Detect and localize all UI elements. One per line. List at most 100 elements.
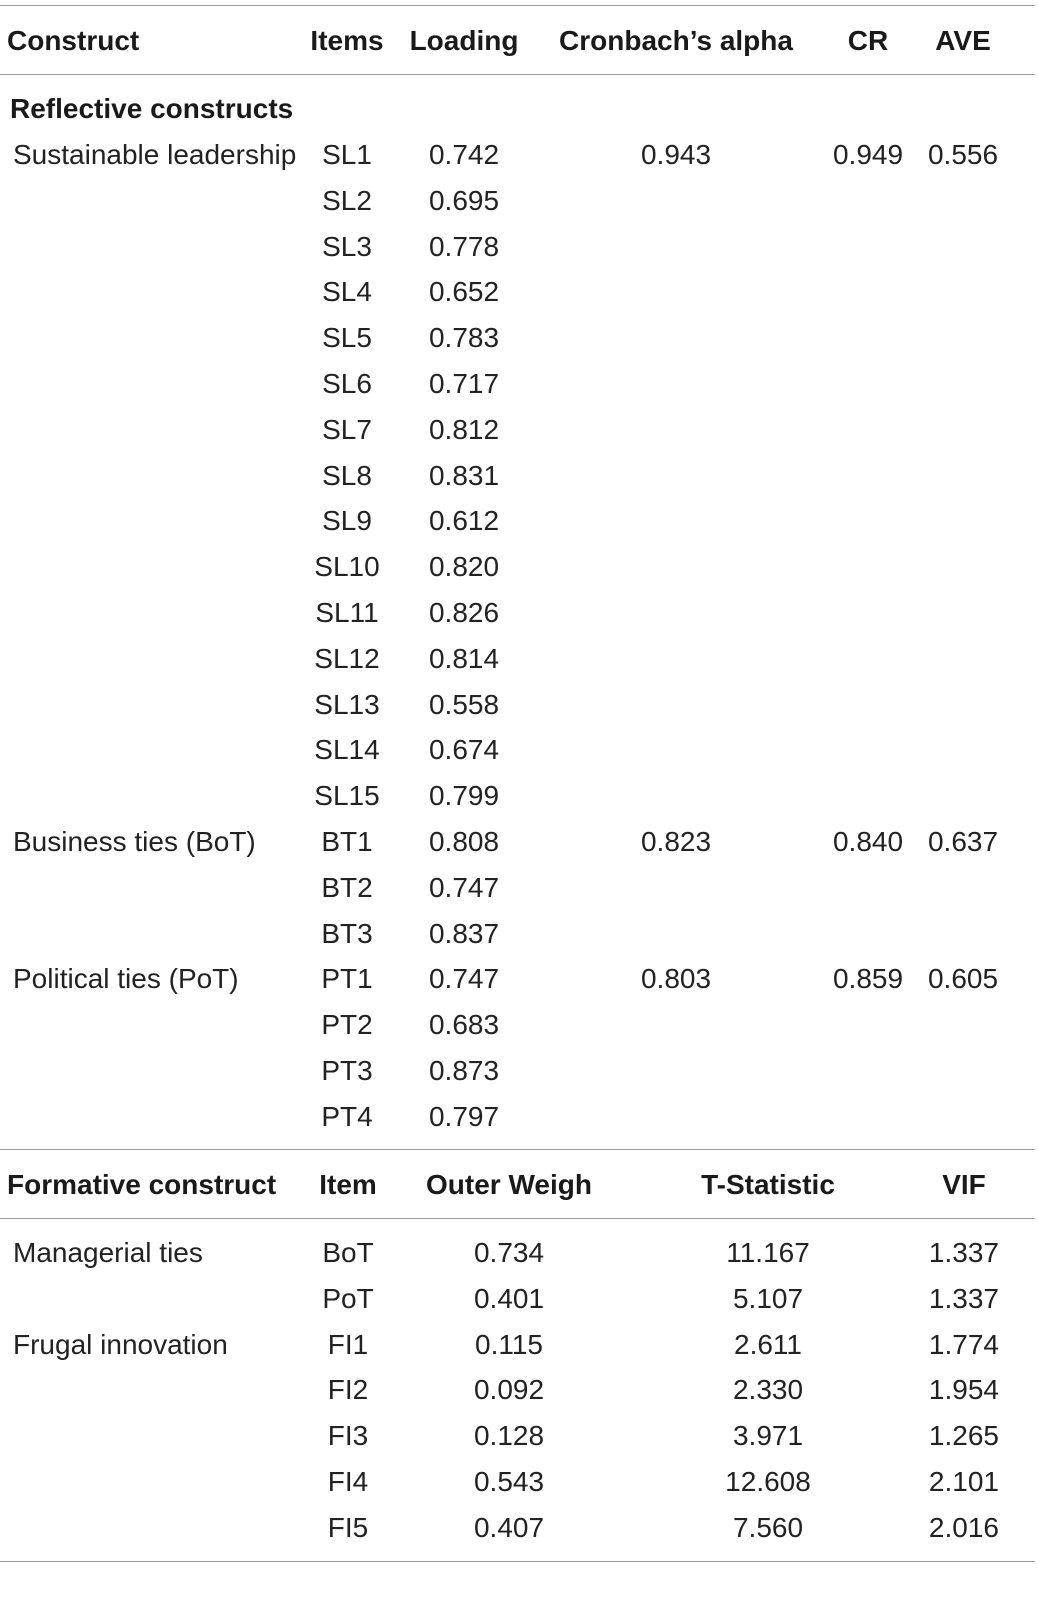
loading-value: 0.837 xyxy=(428,918,500,949)
item-code: SL14 xyxy=(314,734,380,765)
construct-name: Business ties (BoT) xyxy=(13,826,256,857)
loading-value: 0.652 xyxy=(428,276,500,307)
item-code: SL12 xyxy=(314,643,380,674)
loading-value: 0.778 xyxy=(428,231,500,262)
loading-value: 0.797 xyxy=(428,1101,500,1132)
item-code: SL5 xyxy=(322,322,372,353)
loading-value: 0.799 xyxy=(428,780,500,811)
col-header-cr: CR xyxy=(847,25,889,56)
formative-construct-name: Frugal innovation xyxy=(13,1329,228,1360)
col-header-cronbach-alpha: Cronbach’s alpha xyxy=(559,25,793,56)
t-statistic-value: 3.971 xyxy=(732,1420,804,1451)
vif-value: 1.337 xyxy=(928,1283,999,1314)
loading-value: 0.695 xyxy=(428,185,500,216)
loading-value: 0.717 xyxy=(428,368,500,399)
loading-value: 0.747 xyxy=(428,963,500,994)
item-code: SL4 xyxy=(322,276,372,307)
outer-weight-value: 0.128 xyxy=(473,1420,545,1451)
item-code: SL2 xyxy=(322,185,372,216)
col-header-formative-construct: Formative construct xyxy=(7,1169,277,1200)
formative-item-code: FI2 xyxy=(327,1374,369,1405)
ave-value: 0.605 xyxy=(927,963,999,994)
loading-value: 0.831 xyxy=(428,460,500,491)
item-code: BT1 xyxy=(321,826,373,857)
section-divider-rule xyxy=(0,1149,1035,1150)
loading-value: 0.612 xyxy=(428,505,500,536)
cronbach-alpha-value: 0.823 xyxy=(640,826,712,857)
loading-value: 0.812 xyxy=(428,414,500,445)
t-statistic-value: 2.330 xyxy=(732,1374,804,1405)
loading-value: 0.808 xyxy=(428,826,500,857)
vif-value: 2.016 xyxy=(928,1512,999,1543)
item-code: SL13 xyxy=(314,689,380,720)
t-statistic-value: 11.167 xyxy=(726,1237,810,1268)
item-code: SL9 xyxy=(322,505,372,536)
outer-weight-value: 0.734 xyxy=(473,1237,545,1268)
loading-value: 0.674 xyxy=(428,734,500,765)
item-code: PT4 xyxy=(321,1101,373,1132)
item-code: SL10 xyxy=(314,551,380,582)
col-header-loading: Loading xyxy=(409,25,519,56)
cronbach-alpha-value: 0.943 xyxy=(640,139,712,170)
item-code: SL1 xyxy=(322,139,372,170)
item-code: PT3 xyxy=(321,1055,373,1086)
construct-name: Sustainable leadership xyxy=(13,139,297,170)
formative-header-rule xyxy=(0,1218,1035,1219)
formative-item-code: FI5 xyxy=(327,1512,369,1543)
item-code: PT1 xyxy=(321,963,373,994)
vif-value: 1.337 xyxy=(928,1237,999,1268)
loading-value: 0.558 xyxy=(428,689,500,720)
col-header-items: Items xyxy=(310,25,384,56)
outer-weight-value: 0.115 xyxy=(475,1329,543,1360)
item-code: SL7 xyxy=(322,414,372,445)
loading-value: 0.820 xyxy=(428,551,500,582)
item-code: SL11 xyxy=(315,597,379,628)
ave-value: 0.637 xyxy=(927,826,999,857)
formative-construct-name: Managerial ties xyxy=(13,1237,203,1268)
col-header-item: Item xyxy=(319,1169,377,1200)
loading-value: 0.814 xyxy=(428,643,500,674)
table-bottom-rule xyxy=(0,1561,1035,1562)
t-statistic-value: 7.560 xyxy=(732,1512,804,1543)
item-code: BT2 xyxy=(321,872,373,903)
t-statistic-value: 2.611 xyxy=(734,1329,802,1360)
section-title-reflective: Reflective constructs xyxy=(10,93,294,124)
cronbach-alpha-value: 0.803 xyxy=(640,963,712,994)
col-header-ave: AVE xyxy=(935,25,991,56)
formative-item-code: FI3 xyxy=(327,1420,369,1451)
construct-name: Political ties (PoT) xyxy=(13,963,239,994)
loading-value: 0.783 xyxy=(428,322,500,353)
t-statistic-value: 12.608 xyxy=(725,1466,811,1497)
item-code: SL3 xyxy=(322,231,372,262)
loading-value: 0.826 xyxy=(428,597,500,628)
formative-item-code: FI4 xyxy=(327,1466,369,1497)
cr-value: 0.840 xyxy=(832,826,904,857)
t-statistic-value: 5.107 xyxy=(732,1283,804,1314)
header-rule xyxy=(0,74,1035,75)
item-code: SL6 xyxy=(322,368,372,399)
outer-weight-value: 0.543 xyxy=(473,1466,545,1497)
vif-value: 1.954 xyxy=(928,1374,999,1405)
item-code: SL8 xyxy=(322,460,372,491)
ave-value: 0.556 xyxy=(927,139,999,170)
cr-value: 0.949 xyxy=(832,139,904,170)
loading-value: 0.747 xyxy=(428,872,500,903)
formative-item-code: FI1 xyxy=(327,1329,369,1360)
outer-weight-value: 0.407 xyxy=(473,1512,545,1543)
loading-value: 0.683 xyxy=(428,1009,500,1040)
col-header-vif: VIF xyxy=(942,1169,986,1200)
col-header-construct: Construct xyxy=(7,25,140,56)
col-header-t-statistic: T-Statistic xyxy=(701,1169,835,1200)
outer-weight-value: 0.401 xyxy=(473,1283,545,1314)
col-header-outer-weight: Outer Weigh xyxy=(426,1169,592,1200)
vif-value: 1.774 xyxy=(928,1329,999,1360)
item-code: SL15 xyxy=(314,780,380,811)
formative-item-code: BoT xyxy=(322,1237,374,1268)
loading-value: 0.742 xyxy=(428,139,500,170)
table-top-rule xyxy=(0,5,1035,6)
vif-value: 1.265 xyxy=(928,1420,999,1451)
vif-value: 2.101 xyxy=(928,1466,999,1497)
cr-value: 0.859 xyxy=(832,963,904,994)
item-code: PT2 xyxy=(321,1009,373,1040)
